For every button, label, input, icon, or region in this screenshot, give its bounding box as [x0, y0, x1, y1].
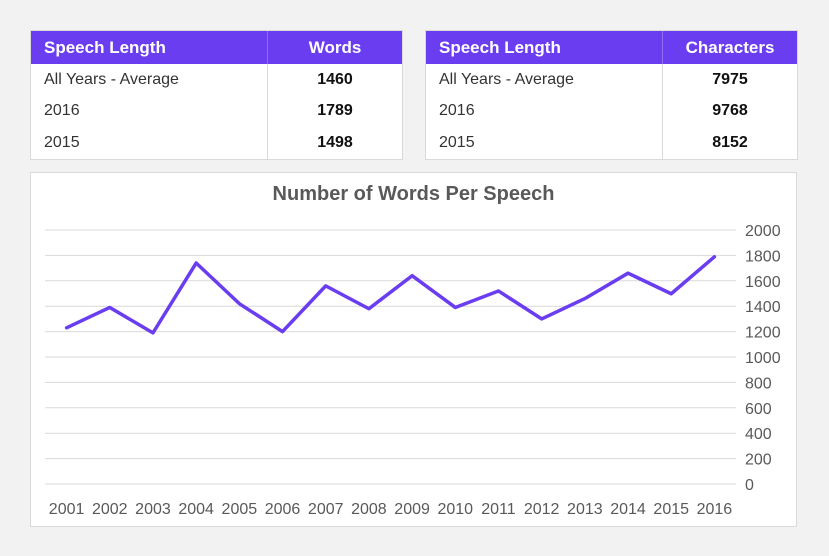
words-table: Speech Length Words All Years - Average …: [30, 30, 403, 160]
x-tick-label: 2002: [92, 501, 128, 518]
row-label: 2016: [439, 102, 475, 120]
table-row: 2016 1789: [31, 95, 402, 127]
x-tick-label: 2015: [653, 501, 689, 518]
header-characters: Characters: [662, 31, 797, 64]
y-tick-label: 0: [745, 477, 754, 494]
y-tick-label: 2000: [745, 223, 781, 240]
y-tick-label: 1600: [745, 274, 781, 291]
words-table-header: Speech Length Words: [31, 31, 402, 64]
chart-title: Number of Words Per Speech: [272, 183, 555, 205]
x-tick-label: 2005: [222, 501, 258, 518]
y-tick-label: 1800: [745, 248, 781, 265]
y-tick-label: 400: [745, 426, 772, 443]
table-row: 2016 9768: [426, 95, 797, 127]
header-speech-length: Speech Length: [44, 37, 166, 57]
x-tick-label: 2004: [178, 501, 214, 518]
row-value: 9768: [662, 95, 797, 127]
characters-table-header: Speech Length Characters: [426, 31, 797, 64]
x-tick-label: 2007: [308, 501, 344, 518]
y-tick-label: 600: [745, 401, 772, 418]
row-label: 2015: [439, 133, 475, 151]
row-label: All Years - Average: [439, 70, 574, 88]
series-line: [64, 255, 717, 335]
header-words: Words: [267, 31, 402, 64]
x-tick-label: 2003: [135, 501, 171, 518]
y-tick-label: 1200: [745, 325, 781, 342]
header-speech-length: Speech Length: [439, 37, 561, 57]
x-tick-label: 2016: [697, 501, 733, 518]
y-tick-label: 800: [745, 375, 772, 392]
table-row: 2015 8152: [426, 127, 797, 159]
row-value: 1498: [267, 127, 402, 159]
table-row: 2015 1498: [31, 127, 402, 159]
y-tick-label: 200: [745, 452, 772, 469]
chart-panel: Number of Words Per Speech 0 200 400 600 800…: [30, 172, 797, 527]
row-label: All Years - Average: [44, 70, 179, 88]
x-tick-label: 2006: [265, 501, 301, 518]
characters-table: Speech Length Characters All Years - Ave…: [425, 30, 798, 160]
x-tick-label: 2009: [394, 501, 430, 518]
x-tick-label: 2013: [567, 501, 603, 518]
x-tick-label: 2012: [524, 501, 560, 518]
row-value: 8152: [662, 127, 797, 159]
x-tick-label: 2014: [610, 501, 646, 518]
row-value: 1789: [267, 95, 402, 127]
row-value: 1460: [267, 64, 402, 96]
row-label: 2016: [44, 102, 80, 120]
row-label: 2015: [44, 133, 80, 151]
row-value: 7975: [662, 64, 797, 96]
table-row: All Years - Average 1460: [31, 64, 402, 96]
x-tick-label: 2011: [481, 501, 516, 518]
y-tick-label: 1000: [745, 350, 781, 367]
line-chart: 0 200 400 600 800 1000 1200 1400 1600 1800 2000 200…: [45, 223, 781, 518]
x-tick-label: 2010: [437, 501, 473, 518]
table-row: All Years - Average 7975: [426, 64, 797, 96]
x-tick-label: 2001: [49, 501, 85, 518]
x-tick-label: 2008: [351, 501, 387, 518]
y-tick-label: 1400: [745, 299, 781, 316]
